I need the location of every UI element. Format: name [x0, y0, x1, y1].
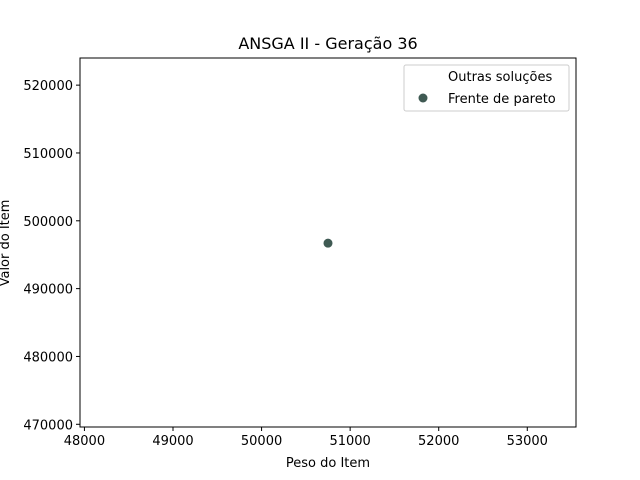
legend-marker-other-solutions [418, 71, 428, 81]
y-tick-label: 490000 [23, 283, 73, 298]
legend-box [403, 64, 570, 112]
x-tick-label: 51000 [329, 434, 370, 449]
y-tick-label: 510000 [23, 147, 73, 162]
x-tick-label: 53000 [507, 434, 548, 449]
plot-area [79, 57, 577, 428]
legend-label-pareto-front: Frente de pareto [448, 92, 556, 107]
pareto-front-point [323, 238, 333, 248]
legend-label-other-solutions: Outras soluções [448, 70, 552, 85]
y-tick-label: 480000 [23, 350, 73, 365]
plot-frame [79, 57, 577, 428]
y-tick-label: 470000 [23, 418, 73, 433]
y-tick-label: 500000 [23, 215, 73, 230]
x-axis: 48000 49000 50000 51000 52000 53000 [64, 427, 548, 449]
legend-marker-pareto-front [418, 93, 428, 103]
data-points [323, 238, 333, 248]
x-tick-label: 50000 [241, 434, 282, 449]
x-tick-label: 49000 [152, 434, 193, 449]
y-axis-label: Valor do Item [0, 200, 13, 287]
y-axis: 470000 480000 490000 500000 510000 520000 [23, 79, 80, 433]
chart-title: ANSGA II - Geração 36 [238, 34, 417, 53]
legend: Outras soluções Frente de pareto [403, 64, 570, 112]
x-tick-label: 48000 [64, 434, 105, 449]
x-axis-label: Peso do Item [286, 456, 370, 471]
y-tick-label: 520000 [23, 79, 73, 94]
x-tick-label: 52000 [418, 434, 459, 449]
